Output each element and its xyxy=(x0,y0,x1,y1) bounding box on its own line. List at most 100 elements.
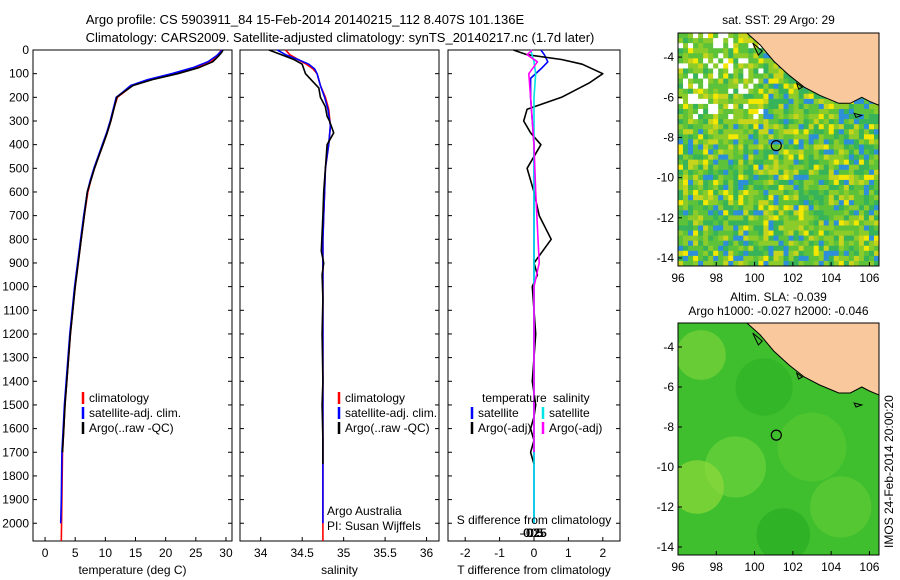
sst-cell xyxy=(678,225,684,232)
sst-cell xyxy=(708,200,714,206)
sst-cell xyxy=(728,205,734,211)
sst-cell xyxy=(738,190,744,196)
sst-cell xyxy=(778,169,785,176)
sst-cell xyxy=(818,139,825,145)
sst-cell xyxy=(858,190,865,196)
sst-cell xyxy=(763,250,769,257)
sst-cell xyxy=(718,103,724,110)
sst-cell xyxy=(758,114,764,120)
sst-cell xyxy=(868,179,875,186)
sst-cell xyxy=(678,119,684,125)
sst-cell xyxy=(723,78,729,85)
sst-cell xyxy=(728,220,734,226)
sst-cell xyxy=(788,83,795,90)
sst-cell xyxy=(708,48,714,54)
sst-cell xyxy=(693,134,699,140)
sst-cell xyxy=(818,225,825,232)
sst-cell xyxy=(808,245,815,252)
sst-cell xyxy=(858,230,865,237)
sst-cell xyxy=(848,169,855,176)
sst-cell xyxy=(753,200,759,206)
sst-cell xyxy=(743,68,749,75)
sst-cell xyxy=(688,83,694,90)
sst-cell xyxy=(798,215,805,221)
sst-cell xyxy=(728,260,734,266)
sst-cell xyxy=(833,255,840,262)
sst-cell xyxy=(723,33,729,39)
sst-cell xyxy=(698,174,704,181)
sst-cell xyxy=(813,184,820,191)
sst-cell xyxy=(793,215,800,221)
sst-cell xyxy=(863,114,870,120)
sst-cell xyxy=(818,195,825,201)
sst-cell xyxy=(753,179,759,186)
sst-cell xyxy=(723,230,729,237)
sst-cell xyxy=(708,215,714,221)
sst-cell xyxy=(863,220,870,226)
sst-cell xyxy=(868,169,875,176)
sst-cell xyxy=(678,38,684,44)
sst-cell xyxy=(868,119,875,125)
sst-cell xyxy=(818,129,825,135)
sst-cell xyxy=(698,250,704,257)
sst-cell xyxy=(728,78,734,85)
sst-cell xyxy=(728,230,734,237)
sst-cell xyxy=(793,220,800,226)
sst-cell xyxy=(738,149,744,156)
sst-cell xyxy=(863,108,870,115)
sst-cell xyxy=(723,164,729,171)
sst-cell xyxy=(808,215,815,221)
sst-cell xyxy=(698,68,704,75)
sst-cell xyxy=(803,154,810,161)
sst-cell xyxy=(718,255,724,262)
sst-cell xyxy=(683,260,689,266)
sst-cell xyxy=(748,195,754,201)
sst-cell xyxy=(778,255,785,262)
sst-cell xyxy=(698,255,704,262)
sst-cell xyxy=(698,164,704,171)
sst-cell xyxy=(738,200,744,206)
sst-cell xyxy=(723,38,729,44)
sst-cell xyxy=(683,73,689,80)
sst-cell xyxy=(718,159,724,166)
sst-cell xyxy=(738,63,744,69)
sst-cell xyxy=(723,139,729,145)
sst-cell xyxy=(693,108,699,115)
sst-cell xyxy=(713,119,719,125)
sst-cell xyxy=(868,245,875,252)
sst-cell xyxy=(848,200,855,206)
sst-map-field xyxy=(678,33,879,266)
sst-cell xyxy=(833,190,840,196)
sst-cell xyxy=(823,164,830,171)
sst-cell xyxy=(793,255,800,262)
sst-cell xyxy=(733,255,739,262)
sst-cell xyxy=(813,169,820,176)
sst-cell xyxy=(873,210,879,216)
sst-cell xyxy=(773,124,779,130)
sst-cell xyxy=(728,184,734,191)
sst-cell xyxy=(808,164,815,171)
sst-cell xyxy=(818,149,825,156)
sst-cell xyxy=(843,154,850,161)
sst-cell xyxy=(713,53,719,59)
sst-cell xyxy=(748,169,754,176)
sst-cell xyxy=(683,200,689,206)
sst-cell xyxy=(833,210,840,216)
sst-cell xyxy=(693,88,699,95)
sst-cell xyxy=(728,53,734,59)
sst-cell xyxy=(713,124,719,130)
sst-cell xyxy=(708,159,714,166)
sst-cell xyxy=(853,225,860,232)
sst-cell xyxy=(778,179,785,186)
sst-cell xyxy=(783,225,790,232)
sst-cell xyxy=(833,134,840,140)
sst-cell xyxy=(848,164,855,171)
sst-cell xyxy=(823,114,830,120)
sst-cell xyxy=(803,255,810,262)
sst-cell xyxy=(868,255,875,262)
sst-cell xyxy=(788,164,795,171)
sst-cell xyxy=(848,190,855,196)
sst-cell xyxy=(688,63,694,69)
sst-cell xyxy=(683,255,689,262)
sst-cell xyxy=(858,260,865,266)
